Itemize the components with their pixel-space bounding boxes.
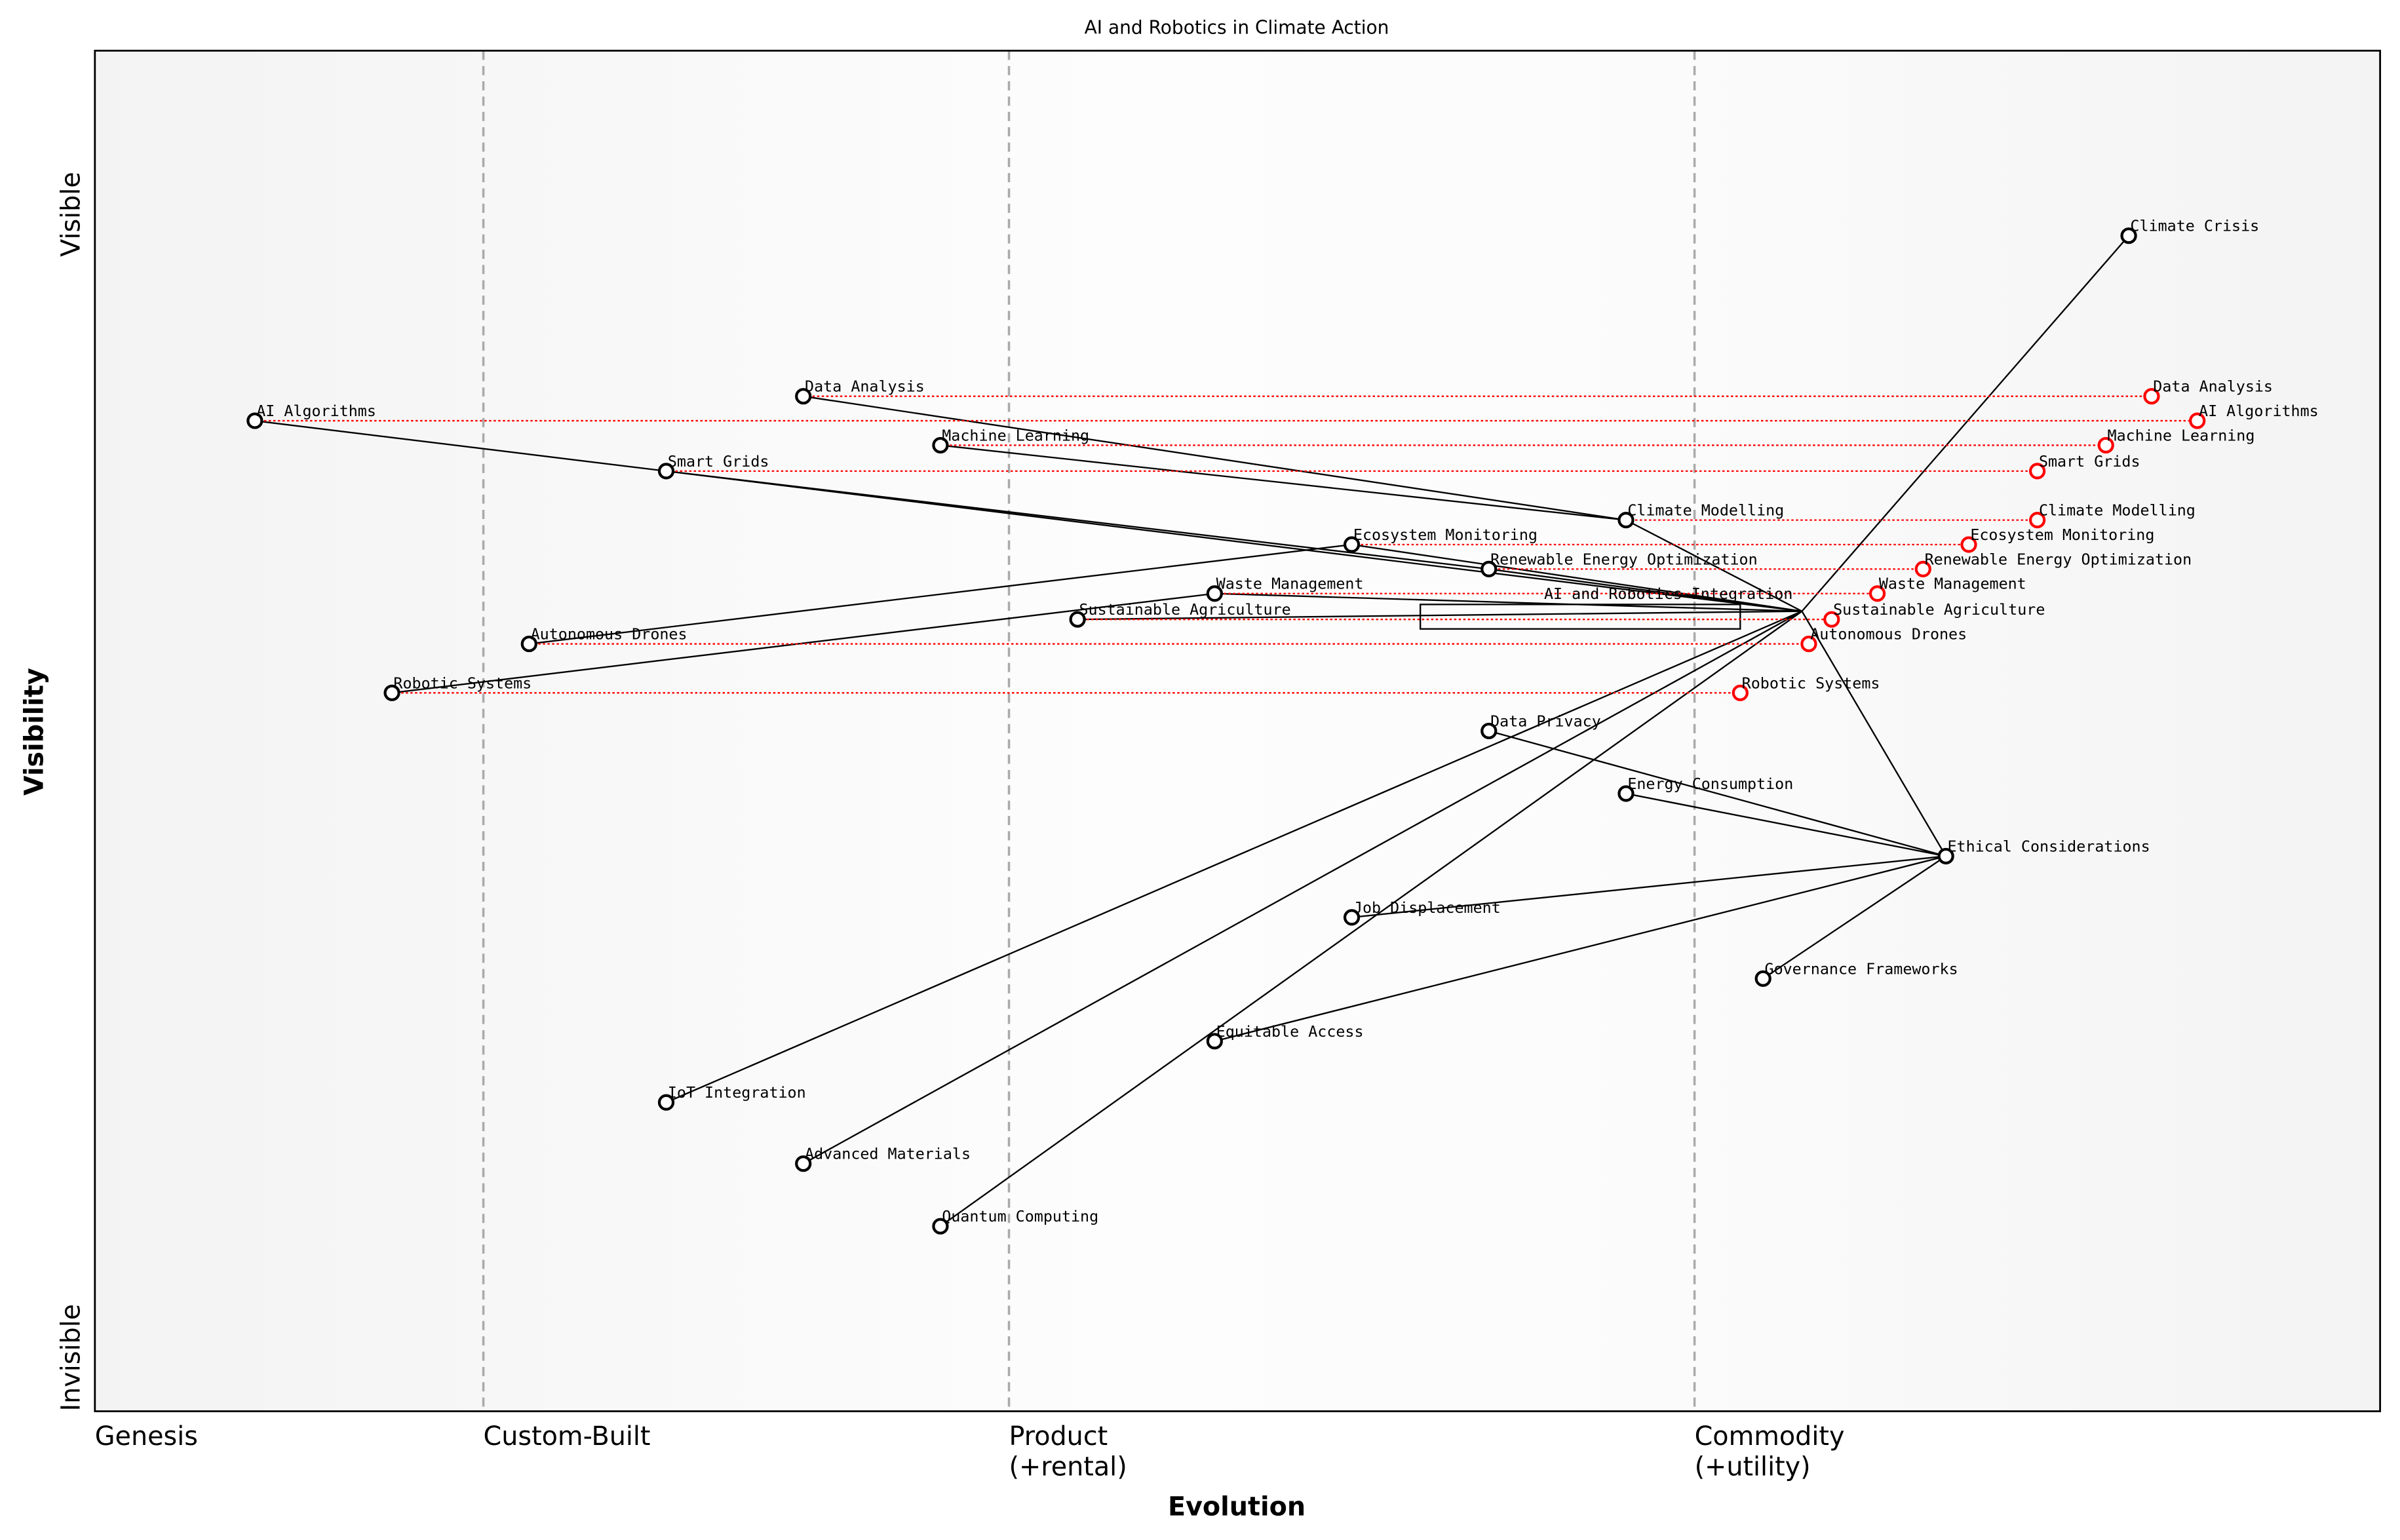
link-line [1762,855,1946,980]
evolved-component-label: Ecosystem Monitoring [1970,526,2154,544]
y-tick-label: Invisible [56,1304,86,1412]
stage-label: Custom-Built [484,1421,651,1452]
component-marker [383,684,400,701]
link-line [1625,792,1946,857]
component-marker [1617,785,1635,802]
component-label: Energy Consumption [1627,775,1793,793]
x-axis-label: Evolution [1168,1492,1306,1522]
component-marker [246,412,263,429]
evolved-component-marker [1960,536,1977,553]
link-line [1488,730,1946,857]
link-line [1351,855,1946,919]
evolved-component-label: Autonomous Drones [1810,625,1967,644]
evolved-component-marker [2143,388,2160,405]
stage-label: Commodity (+utility) [1695,1421,1845,1482]
component-label: Advanced Materials [805,1145,971,1163]
component-marker [932,436,949,454]
component-marker [795,1155,812,1172]
link-line [1801,611,1947,857]
evolved-component-marker [2097,436,2114,454]
component-marker [795,388,812,405]
component-marker [1617,512,1635,529]
link-line [1214,855,1946,1042]
evolved-component-label: Machine Learning [2108,426,2255,444]
plot-frame [94,49,2382,1412]
component-marker [1937,847,1954,865]
evolved-component-marker [1868,585,1886,602]
evolved-component-marker [2029,512,2046,529]
component-label: Smart Grids [668,452,769,471]
evolved-component-label: AI Algorithms [2199,402,2319,420]
component-label: Job Displacement [1353,898,1501,917]
component-marker [932,1218,949,1235]
evolved-component-marker [2189,412,2206,429]
link-line [1351,543,1802,612]
component-label: Climate Crisis [2130,217,2259,235]
evolved-component-label: Smart Grids [2039,452,2140,471]
evolved-component-label: Robotic Systems [1742,674,1880,692]
evolved-component-marker [2029,463,2046,480]
link-line [529,543,1352,645]
link-line [1801,235,2129,612]
component-label: Climate Modelling [1627,501,1784,520]
component-label: Data Analysis [805,377,925,396]
evolved-component-marker [1732,684,1749,701]
component-marker [1069,611,1086,628]
link-line [803,395,1627,521]
evolved-component-label: Waste Management [1879,575,2026,593]
component-label: Ecosystem Monitoring [1353,526,1538,544]
y-tick-label: Visible [56,172,86,257]
stage-label: Genesis [95,1421,198,1452]
component-label: Autonomous Drones [531,625,687,644]
component-label: AI and Robotics Integration [1544,585,1792,603]
evolved-component-label: Sustainable Agriculture [1833,600,2045,619]
evolved-component-marker [1800,635,1817,653]
link-line [803,610,1803,1165]
evolved-component-label: Data Analysis [2153,377,2273,396]
component-marker [2120,227,2137,244]
link-line [666,470,1802,612]
link-line [1625,519,1803,612]
component-label: AI Algorithms [256,402,376,420]
evolved-component-label: Climate Modelling [2039,501,2196,520]
component-label: Robotic Systems [393,674,532,692]
plot-area [94,50,2380,1412]
component-label: Waste Management [1216,575,1364,593]
component-marker [1343,909,1361,926]
component-label: Equitable Access [1216,1022,1364,1041]
chart-title: AI and Robotics in Climate Action [1085,17,1389,39]
component-marker [1481,722,1498,740]
link-line [254,419,667,472]
component-label: Quantum Computing [942,1207,1098,1225]
component-marker [1754,970,1771,987]
evolved-component-marker [1914,560,1931,577]
component-label: Ethical Considerations [1947,837,2150,855]
annotation-box [1419,604,1741,630]
y-axis-label: Visibility [19,668,49,796]
component-label: Governance Frameworks [1765,959,1958,978]
link-line [1077,610,1802,621]
component-label: Data Privacy [1490,712,1601,730]
component-label: Sustainable Agriculture [1079,600,1290,619]
component-label: Renewable Energy Optimization [1490,550,1758,568]
link-line [1214,592,1802,612]
stage-label: Product (+rental) [1009,1421,1127,1482]
link-line [666,610,1802,1104]
link-line [940,610,1803,1227]
link-line [391,592,1215,694]
component-marker [657,463,675,480]
link-line [940,444,1627,521]
component-label: Machine Learning [942,426,1089,444]
component-label: IoT Integration [668,1083,806,1102]
component-marker [1206,585,1223,602]
component-marker [1206,1033,1223,1050]
evolved-component-label: Renewable Energy Optimization [1925,550,2192,568]
component-marker [1343,536,1361,553]
component-marker [1481,560,1498,577]
component-marker [520,635,537,653]
evolved-component-marker [1823,611,1840,628]
component-marker [657,1094,675,1111]
